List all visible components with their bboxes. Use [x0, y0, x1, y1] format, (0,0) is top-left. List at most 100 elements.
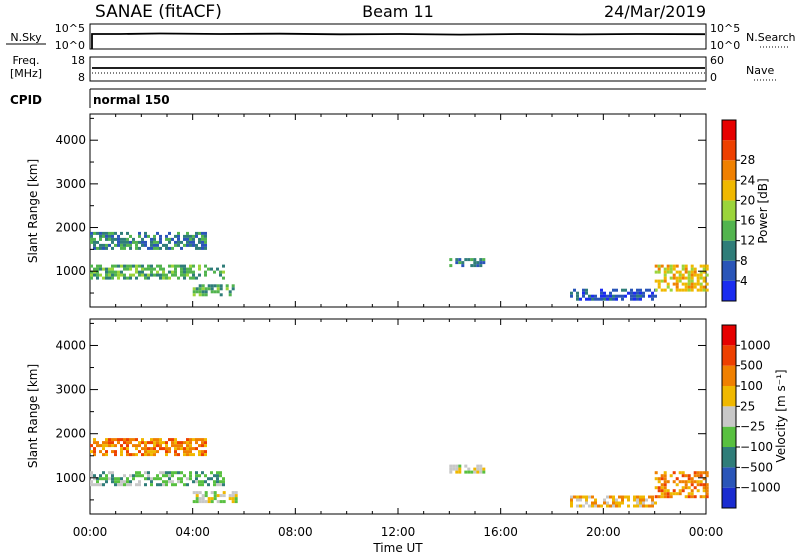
velocity-echo-cell [189, 438, 192, 442]
power-echo-cell [621, 297, 624, 301]
velocity-echo-cell [207, 497, 211, 501]
power-echo-cell [105, 231, 108, 235]
velocity-echo-cell [141, 441, 144, 445]
power-echo-cell [201, 293, 205, 297]
power-echo-cell [150, 267, 153, 271]
power-echo-cell [570, 294, 573, 298]
velocity-echo-cell [111, 444, 114, 448]
power-echo-cell [192, 270, 195, 274]
velocity-echo-cell [210, 477, 213, 481]
velocity-echo-cell [123, 447, 126, 451]
velocity-echo-cell [219, 471, 222, 475]
velocity-y-tick-label: 3000 [55, 383, 86, 397]
power-echo-cell [150, 246, 153, 250]
velocity-echo-cell [216, 483, 219, 487]
nsearch-tick-bottom: 10^0 [710, 39, 740, 52]
velocity-echo-cell [102, 483, 105, 487]
power-echo-cell [174, 234, 177, 238]
velocity-echo-cell [156, 441, 159, 445]
velocity-colorbar-segment [722, 467, 736, 488]
velocity-echo-cell [455, 464, 459, 468]
velocity-echo-cell [675, 477, 679, 481]
power-echo-cell [651, 297, 654, 301]
power-echo-cell [204, 237, 207, 241]
velocity-echo-cell [195, 438, 198, 442]
velocity-echo-cell [201, 438, 204, 442]
power-echo-cell [147, 246, 150, 250]
velocity-echo-cell [699, 471, 703, 475]
power-echo-cell [96, 246, 99, 250]
power-colorbar-segment [722, 120, 736, 141]
velocity-echo-cell [696, 474, 700, 478]
power-echo-cell [186, 273, 189, 277]
power-echo-cell [123, 237, 126, 241]
velocity-echo-cell [171, 471, 174, 475]
power-echo-cell [219, 287, 223, 291]
power-echo-cell [473, 261, 477, 265]
velocity-echo-cell [213, 491, 217, 495]
velocity-echo-cell [570, 498, 573, 502]
power-echo-cell [120, 231, 123, 235]
power-echo-cell [135, 246, 138, 250]
power-y-ticks: 1000 2000 3000 4000 [55, 117, 706, 294]
velocity-echo-cell [105, 441, 108, 445]
power-echo-cell [702, 279, 706, 283]
power-echo-cell [180, 264, 183, 268]
velocity-echo-cell [93, 453, 96, 457]
power-echo-cell [165, 237, 168, 241]
velocity-echo-cell [192, 453, 195, 457]
power-echo-cell [696, 279, 700, 283]
power-echo-cell [189, 237, 192, 241]
velocity-echo-cell [648, 495, 651, 499]
power-echo-cell [192, 287, 196, 291]
velocity-colorbar-segment [722, 426, 736, 447]
power-echo-cell [102, 243, 105, 247]
velocity-echo-cell [144, 477, 147, 481]
velocity-echo-cell [479, 467, 483, 471]
velocity-echo-cell [591, 501, 594, 505]
power-echo-cell [111, 276, 114, 280]
power-echo-cell [144, 273, 147, 277]
velocity-echo-cell [195, 447, 198, 451]
power-echo-cell [141, 270, 144, 274]
velocity-echo-cell [600, 504, 603, 508]
power-echo-cell [204, 234, 207, 238]
power-echo-cell [96, 276, 99, 280]
power-echo-cell [693, 285, 697, 289]
power-echo-cell [204, 240, 207, 244]
power-echo-cell [111, 240, 114, 244]
velocity-echo-cell [162, 474, 165, 478]
velocity-echo-cell [219, 480, 222, 484]
velocity-echo-cell [120, 450, 123, 454]
velocity-colorbar-segment [722, 406, 736, 427]
power-echo-cell [225, 284, 229, 288]
velocity-echo-cell [639, 501, 642, 505]
power-echo-cell [582, 294, 585, 298]
velocity-echo-cell [144, 441, 147, 445]
power-echo-cell [141, 273, 144, 277]
velocity-echo-cell [189, 441, 192, 445]
velocity-echo-cell [186, 453, 189, 457]
velocity-echo-cell [183, 483, 186, 487]
velocity-colorbar: 1000 500 100 25 −25 −100 −500 −1000 [721, 324, 781, 509]
power-echo-cell [678, 270, 682, 274]
power-echo-cell [672, 282, 676, 286]
velocity-echo-cell [132, 477, 135, 481]
velocity-echo-cell [687, 486, 691, 490]
velocity-panel-frame [89, 318, 707, 515]
velocity-echo-cell [473, 467, 477, 471]
velocity-echo-cell [669, 492, 673, 496]
power-echo-cell [189, 276, 192, 280]
power-echo-cell [201, 290, 205, 294]
velocity-echo-cell [690, 477, 694, 481]
power-echo-cell [177, 243, 180, 247]
velocity-echo-cell [222, 494, 226, 498]
power-echo-cell [213, 284, 217, 288]
velocity-echo-cell [138, 444, 141, 448]
velocity-echo-cell [186, 450, 189, 454]
power-echo-cell [663, 276, 667, 280]
power-echo-cell [135, 270, 138, 274]
velocity-echo-cell [174, 483, 177, 487]
velocity-echo-cell [204, 450, 207, 454]
velocity-colorbar-segment [722, 487, 736, 508]
